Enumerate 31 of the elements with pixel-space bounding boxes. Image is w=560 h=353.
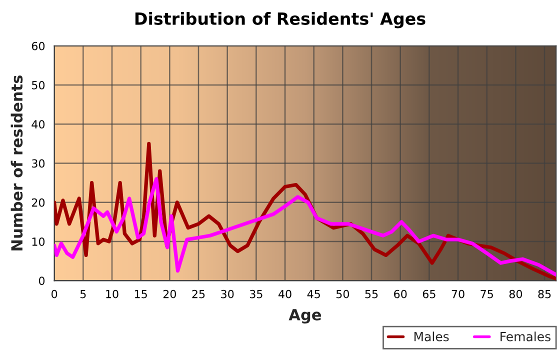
x-tick-label: 10: [106, 290, 118, 298]
x-tick-label: 45: [307, 290, 320, 298]
x-tick-label: 35: [250, 290, 262, 298]
x-tick-label: 0: [52, 290, 58, 298]
legend-label: Females: [500, 332, 550, 342]
line-series: [54, 177, 556, 277]
x-tick-label: 20: [163, 290, 176, 298]
x-tick-label: 65: [422, 290, 436, 298]
y-tick-label: 20: [32, 198, 45, 207]
x-tick-label: 75: [480, 290, 493, 298]
y-tick-label: 0: [38, 276, 45, 286]
x-axis-title: Age: [288, 309, 322, 324]
x-tick-label: 5: [80, 290, 86, 298]
x-tick-label: 70: [452, 290, 464, 298]
x-tick-label: 40: [278, 290, 292, 298]
x-tick-label: 50: [336, 290, 350, 298]
x-tick-label: 15: [134, 290, 147, 298]
x-tick-label: 25: [192, 290, 205, 298]
x-tick-label: 85: [538, 290, 551, 298]
x-tick-label: 30: [221, 290, 234, 298]
x-tick-label: 80: [509, 290, 522, 298]
x-tick-label: 55: [365, 290, 378, 298]
y-tick-label: 60: [32, 42, 45, 50]
legend-label: Males: [414, 332, 449, 342]
y-tick-label: 30: [32, 159, 45, 168]
x-tick-label: 60: [394, 290, 407, 298]
y-tick-label: 50: [32, 80, 45, 90]
y-tick-label: 40: [32, 120, 45, 129]
chart-title: Distribution of Residents' Ages: [135, 12, 426, 28]
y-tick-label: 10: [32, 237, 45, 246]
y-axis-title: Number of residents: [10, 75, 23, 250]
